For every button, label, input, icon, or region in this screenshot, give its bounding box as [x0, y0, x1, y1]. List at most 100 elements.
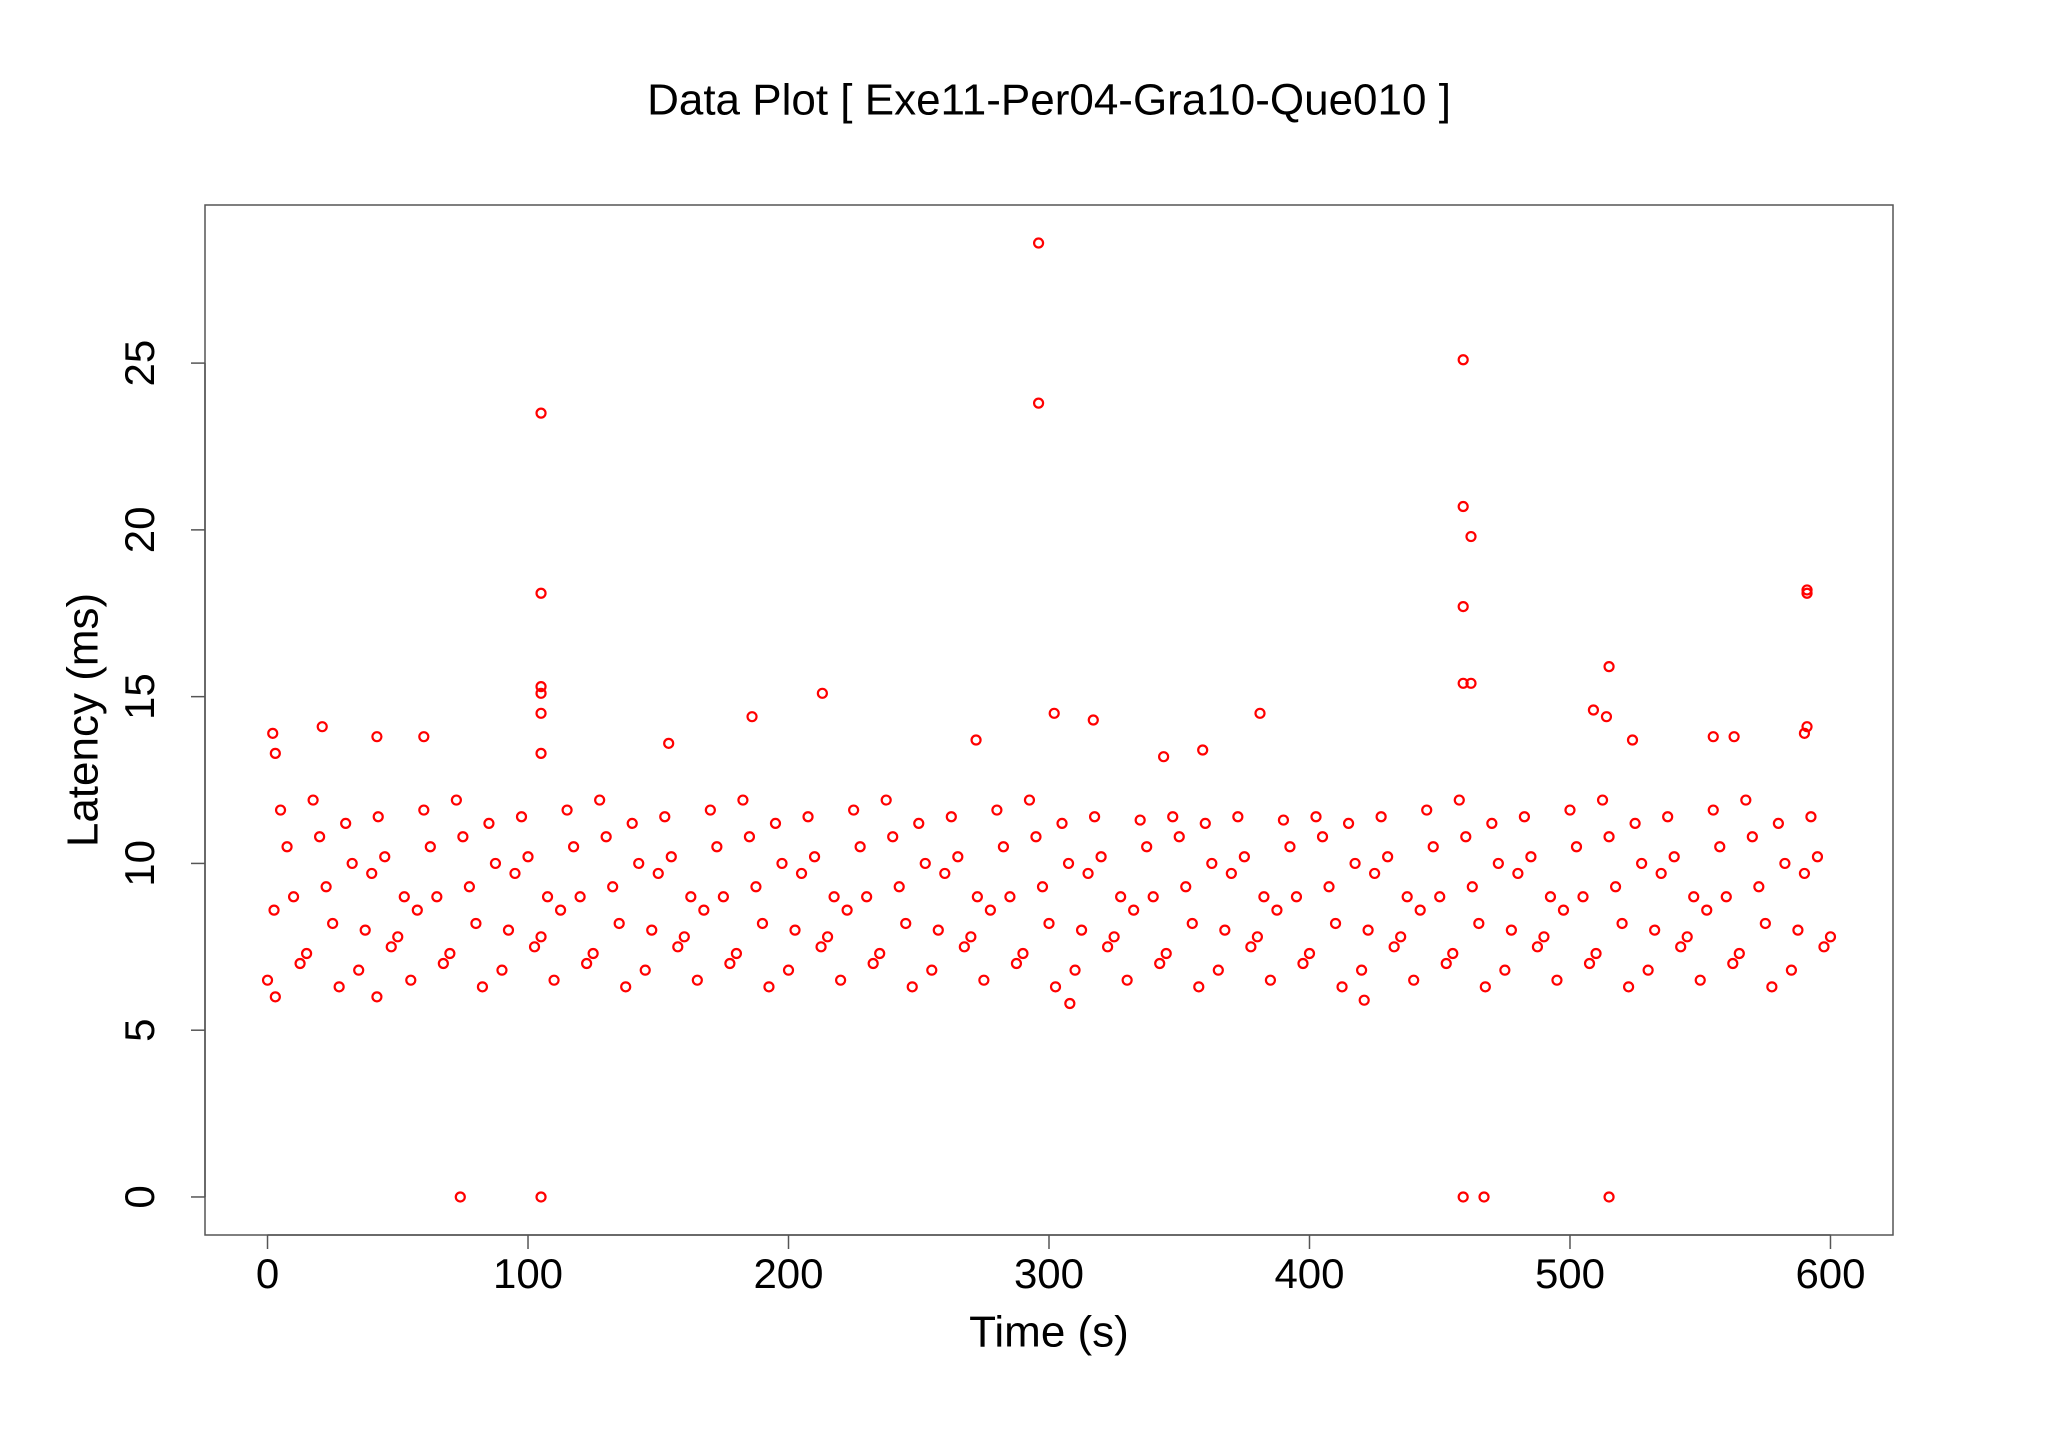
x-tick-label: 300: [1014, 1250, 1084, 1297]
point: [1158, 751, 1170, 763]
point: [1186, 917, 1198, 930]
point: [861, 891, 873, 903]
point: [1336, 981, 1348, 993]
point: [913, 817, 925, 830]
point: [314, 831, 326, 843]
point: [1342, 817, 1355, 830]
point: [1505, 924, 1517, 936]
point: [1457, 1191, 1469, 1203]
point: [1590, 947, 1602, 960]
point: [509, 867, 521, 880]
point: [515, 811, 528, 823]
point: [1557, 904, 1570, 916]
point: [535, 747, 547, 759]
point: [1544, 891, 1557, 903]
point: [730, 947, 743, 960]
point: [808, 851, 821, 863]
point: [398, 891, 410, 903]
point: [1232, 811, 1244, 823]
point: [561, 804, 573, 816]
point: [1329, 917, 1342, 930]
point: [1642, 964, 1654, 976]
point: [371, 731, 383, 743]
point: [267, 727, 279, 739]
point: [600, 831, 612, 843]
point: [711, 841, 723, 853]
point: [867, 957, 879, 970]
point: [663, 737, 675, 749]
point: [1388, 941, 1400, 953]
chart-title: Data Plot [ Exe11-Per04-Gra10-Que010 ]: [647, 76, 1451, 125]
point: [1616, 917, 1628, 930]
point: [1785, 964, 1798, 976]
point: [1518, 811, 1531, 823]
point: [502, 924, 515, 936]
point: [1733, 947, 1745, 960]
point: [1297, 957, 1309, 970]
point: [1551, 974, 1563, 986]
point: [1134, 814, 1146, 826]
point: [743, 831, 756, 843]
x-axis-label: Time (s): [969, 1308, 1129, 1357]
point: [269, 747, 281, 759]
point: [1766, 981, 1778, 993]
point: [476, 981, 489, 993]
point: [1824, 931, 1837, 943]
point: [1818, 941, 1830, 953]
point: [1032, 397, 1045, 409]
point: [1219, 924, 1231, 936]
point: [1245, 941, 1257, 953]
point: [1064, 997, 1076, 1010]
point: [372, 811, 384, 823]
point: [1254, 707, 1266, 719]
point: [1746, 831, 1758, 843]
point: [880, 794, 892, 806]
point: [1395, 931, 1407, 943]
point: [997, 841, 1010, 853]
point: [1688, 891, 1700, 903]
point: [457, 831, 469, 843]
point: [379, 851, 391, 863]
point: [1121, 974, 1133, 986]
point: [659, 811, 671, 823]
point: [1147, 891, 1159, 903]
point: [1457, 354, 1469, 366]
point: [1478, 1191, 1490, 1203]
point: [340, 817, 352, 830]
point: [691, 974, 703, 986]
point: [1587, 704, 1600, 716]
point: [633, 857, 645, 870]
point: [1290, 891, 1303, 903]
point: [1358, 994, 1370, 1006]
point: [1626, 734, 1639, 746]
point: [1609, 881, 1622, 893]
point: [1465, 530, 1477, 543]
point: [496, 964, 508, 976]
point: [854, 841, 866, 853]
point: [906, 981, 918, 993]
point: [535, 681, 547, 693]
point: [821, 931, 834, 943]
point: [535, 587, 547, 599]
point: [581, 957, 593, 970]
point: [489, 857, 502, 870]
point: [1062, 857, 1075, 870]
point: [281, 841, 293, 853]
point: [1486, 817, 1498, 830]
point: [1355, 964, 1368, 976]
point: [1408, 974, 1420, 986]
point: [652, 867, 664, 880]
point: [1798, 867, 1811, 880]
point: [1492, 857, 1504, 870]
y-tick-label: 15: [116, 673, 163, 720]
point: [535, 931, 547, 943]
point: [522, 851, 534, 863]
point: [1707, 804, 1719, 816]
point: [626, 817, 638, 830]
point: [1225, 867, 1237, 880]
point: [1023, 794, 1036, 806]
x-tick-label: 200: [753, 1250, 823, 1297]
point: [1049, 981, 1062, 993]
point: [724, 957, 736, 970]
